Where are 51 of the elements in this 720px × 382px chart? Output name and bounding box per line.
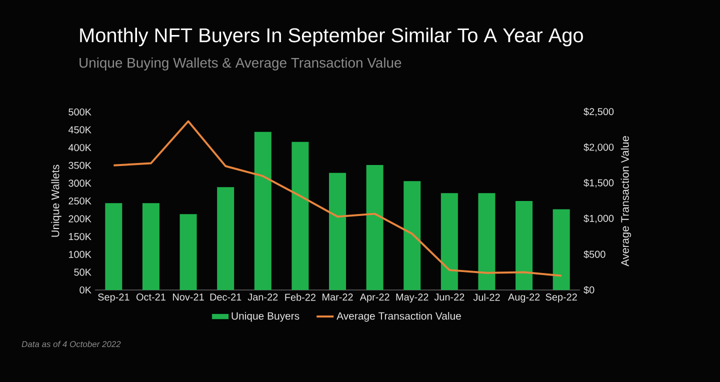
bar — [105, 203, 122, 290]
bar — [292, 142, 309, 290]
y2-axis-title: Average Transaction Value — [620, 136, 632, 266]
legend-label: Average Transaction Value — [336, 312, 461, 322]
y-tick-label: 100K — [68, 250, 92, 258]
y-tick-label: 200K — [68, 215, 92, 222]
bar — [478, 193, 496, 290]
x-tick-label: Nov-21 — [173, 294, 204, 301]
x-tick-label: Sep-21 — [98, 294, 130, 303]
y2-tick-label: $0 — [584, 286, 594, 294]
y-tick-label: 250K — [68, 197, 92, 205]
y2-tick-label: $2,000 — [584, 143, 614, 152]
bar — [404, 181, 421, 290]
y2-tick-label: $2,500 — [584, 108, 614, 116]
x-tick-label: Apr-22 — [360, 294, 390, 303]
x-tick-label: Jul-22 — [473, 294, 500, 301]
y2-tick-label: $1,500 — [584, 178, 614, 188]
y-axis-title: Unique Wallets — [51, 164, 62, 237]
x-tick-label: Jan-22 — [248, 294, 278, 301]
x-tick-label: Aug-22 — [508, 294, 540, 303]
y-tick-label: 350K — [68, 162, 92, 169]
x-tick-label: Oct-21 — [136, 294, 166, 301]
x-tick-label: Dec-21 — [210, 294, 242, 301]
legend-label: Unique Buyers — [232, 312, 300, 322]
y-tick-label: 400K — [68, 144, 92, 152]
y2-tick-label: $500 — [584, 250, 606, 258]
bar — [180, 214, 197, 290]
y-tick-label: 450K — [68, 126, 92, 134]
y-tick-label: 50K — [74, 268, 92, 276]
line-series — [112, 120, 562, 277]
x-tick-label: Mar-22 — [322, 294, 353, 301]
bar — [329, 172, 346, 290]
bar — [217, 187, 234, 290]
bar — [254, 132, 272, 290]
x-tick-label: Jun-22 — [434, 294, 464, 301]
chart-title: Monthly NFT Buyers In September Similar To A Year Ago — [80, 28, 583, 46]
y-tick-label: 150K — [68, 233, 92, 240]
bar — [516, 201, 533, 290]
chart-subtitle: Unique Buying Wallets & Average Transaction Value — [80, 57, 402, 70]
bar — [440, 193, 458, 290]
y2-tick-label: $1,000 — [584, 214, 614, 224]
x-tick-label: Feb-22 — [285, 294, 316, 301]
x-tick-label: Sep-22 — [546, 294, 577, 303]
y-tick-label: 500K — [68, 108, 92, 116]
bar — [142, 203, 160, 290]
text: Data as of 4 October 2022 — [22, 340, 121, 348]
bar — [552, 209, 570, 290]
y-tick-label: 0K — [80, 286, 92, 294]
x-tick-label: May-22 — [396, 294, 428, 303]
bar — [366, 165, 384, 290]
y-tick-label: 300K — [68, 180, 92, 187]
